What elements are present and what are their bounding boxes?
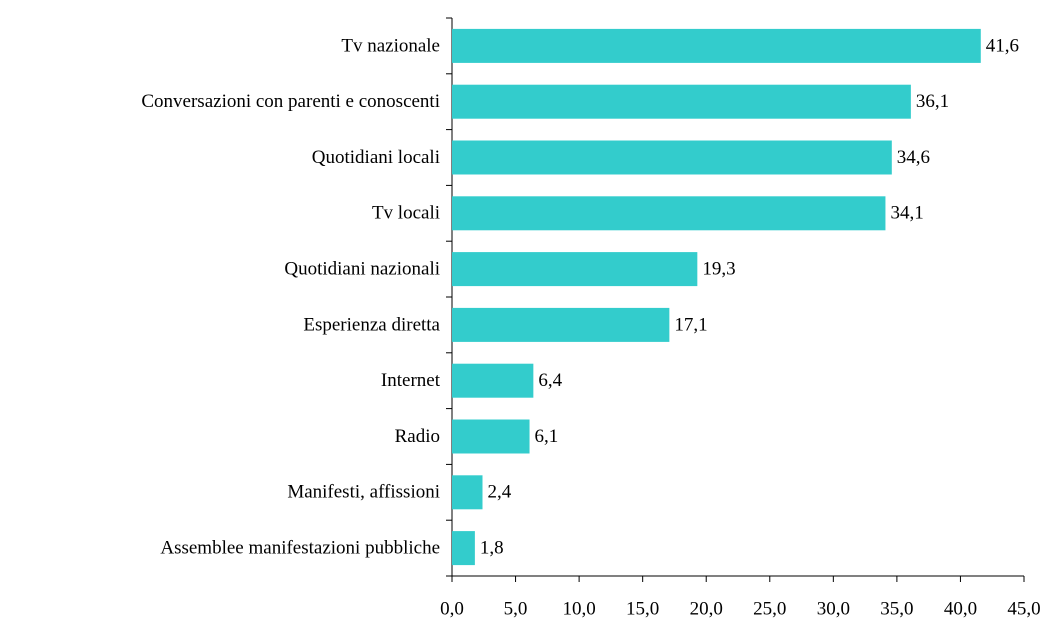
x-tick-label: 15,0 bbox=[626, 598, 659, 619]
bar bbox=[452, 419, 530, 454]
y-tick-label: Manifesti, affissioni bbox=[287, 482, 440, 503]
x-tick-label: 10,0 bbox=[562, 598, 595, 619]
value-label: 41,6 bbox=[986, 35, 1019, 56]
value-label: 6,1 bbox=[535, 426, 559, 447]
value-label: 17,1 bbox=[674, 314, 707, 335]
y-tick-label: Esperienza diretta bbox=[303, 314, 440, 335]
bar bbox=[452, 363, 534, 398]
y-tick-label: Assemblee manifestazioni pubbliche bbox=[160, 537, 440, 558]
y-tick-label: Tv locali bbox=[372, 203, 440, 224]
bar bbox=[452, 84, 911, 119]
y-tick-label: Radio bbox=[395, 426, 440, 447]
x-tick-label: 35,0 bbox=[880, 598, 913, 619]
bar bbox=[452, 196, 886, 231]
bar bbox=[452, 28, 981, 63]
value-label: 2,4 bbox=[488, 482, 512, 503]
x-tick-label: 0,0 bbox=[440, 598, 464, 619]
bar bbox=[452, 307, 670, 342]
value-label: 34,6 bbox=[897, 147, 930, 168]
value-label: 1,8 bbox=[480, 537, 504, 558]
x-tick-label: 20,0 bbox=[690, 598, 723, 619]
y-tick-label: Quotidiani locali bbox=[312, 147, 440, 168]
bar bbox=[452, 531, 475, 566]
value-label: 19,3 bbox=[702, 258, 735, 279]
x-tick-label: 5,0 bbox=[504, 598, 528, 619]
value-label: 36,1 bbox=[916, 91, 949, 112]
x-tick-label: 25,0 bbox=[753, 598, 786, 619]
bar bbox=[452, 140, 892, 175]
x-tick-label: 40,0 bbox=[944, 598, 977, 619]
x-tick-label: 45,0 bbox=[1007, 598, 1040, 619]
y-tick-label: Tv nazionale bbox=[341, 35, 440, 56]
y-tick-label: Quotidiani nazionali bbox=[284, 258, 440, 279]
value-label: 34,1 bbox=[890, 203, 923, 224]
bar bbox=[452, 475, 483, 510]
x-tick-label: 30,0 bbox=[817, 598, 850, 619]
y-tick-label: Conversazioni con parenti e conoscenti bbox=[141, 91, 440, 112]
bar bbox=[452, 252, 698, 287]
value-label: 6,4 bbox=[538, 370, 562, 391]
y-tick-label: Internet bbox=[381, 370, 441, 391]
